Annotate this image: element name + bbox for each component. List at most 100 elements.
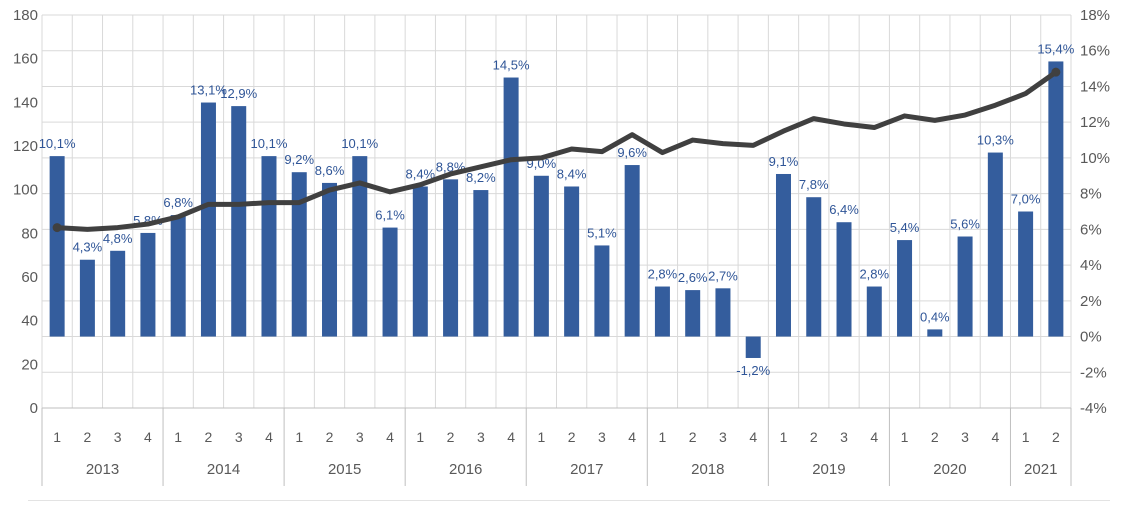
bar-quarter-19 xyxy=(594,245,610,337)
quarter-label: 2 xyxy=(83,429,91,445)
left-axis-tick-label: 180 xyxy=(13,7,38,24)
bar-data-label: 15,4% xyxy=(1037,41,1074,56)
bar-data-label: 10,3% xyxy=(977,133,1014,148)
bar-data-label: 14,5% xyxy=(493,58,530,73)
bar-data-label: 6,4% xyxy=(829,202,859,217)
bar-data-label: 2,8% xyxy=(859,267,889,282)
bar-data-label: 8,4% xyxy=(405,166,435,181)
quarter-label: 4 xyxy=(507,429,515,445)
quarter-label: 3 xyxy=(235,429,243,445)
bar-quarter-34 xyxy=(1048,61,1064,337)
right-axis-tick-label: 6% xyxy=(1080,221,1102,238)
bar-data-label: 9,2% xyxy=(284,152,314,167)
right-axis-tick-label: 0% xyxy=(1080,329,1102,346)
bar-quarter-4 xyxy=(140,232,156,337)
bar-quarter-31 xyxy=(957,236,973,337)
bar-quarter-10 xyxy=(322,182,338,337)
bar-quarter-27 xyxy=(836,222,852,337)
bar-data-label: 10,1% xyxy=(251,136,288,151)
quarter-label: 1 xyxy=(1022,429,1030,445)
left-axis-tick-label: 120 xyxy=(13,138,38,155)
quarter-label: 1 xyxy=(416,429,424,445)
right-axis-tick-label: -2% xyxy=(1080,364,1107,381)
quarter-label: 1 xyxy=(295,429,303,445)
bar-data-label: 2,7% xyxy=(708,268,738,283)
year-label: 2021 xyxy=(1024,461,1057,478)
left-axis-tick-label: 60 xyxy=(21,269,38,286)
quarter-label: 4 xyxy=(386,429,394,445)
quarter-label: 1 xyxy=(780,429,788,445)
quarter-label: 1 xyxy=(174,429,182,445)
quarter-label: 4 xyxy=(870,429,878,445)
bar-quarter-25 xyxy=(775,173,791,337)
quarter-label: 3 xyxy=(356,429,364,445)
year-label: 2020 xyxy=(933,461,966,478)
quarter-label: 2 xyxy=(1052,429,1060,445)
left-axis-tick-label: 140 xyxy=(13,94,38,111)
quarter-label: 3 xyxy=(477,429,485,445)
bar-quarter-9 xyxy=(291,172,307,337)
right-axis-tick-label: 12% xyxy=(1080,114,1110,131)
bar-quarter-11 xyxy=(352,156,368,337)
quarter-label: 2 xyxy=(689,429,697,445)
quarter-label: 2 xyxy=(326,429,334,445)
bar-quarter-16 xyxy=(503,77,519,337)
year-label: 2014 xyxy=(207,461,240,478)
year-label: 2013 xyxy=(86,461,119,478)
bar-data-label: 6,1% xyxy=(375,208,405,223)
bar-quarter-13 xyxy=(412,186,428,337)
quarter-label: 4 xyxy=(628,429,636,445)
quarter-label: 2 xyxy=(568,429,576,445)
quarter-label: 3 xyxy=(598,429,606,445)
year-label: 2017 xyxy=(570,461,603,478)
bar-data-label: 10,1% xyxy=(39,136,76,151)
bar-quarter-28 xyxy=(866,286,882,337)
left-axis-tick-label: 80 xyxy=(21,225,38,242)
right-axis-tick-label: -4% xyxy=(1080,400,1107,417)
quarter-label: 2 xyxy=(447,429,455,445)
year-label: 2016 xyxy=(449,461,482,478)
bar-quarter-23 xyxy=(715,288,731,337)
year-label: 2018 xyxy=(691,461,724,478)
bar-data-label: 9,1% xyxy=(769,154,799,169)
trend-line xyxy=(54,69,1059,232)
left-axis-tick-label: 20 xyxy=(21,356,38,373)
trend-line-start-dot xyxy=(52,223,62,233)
bar-quarter-21 xyxy=(654,286,670,337)
bar-quarter-22 xyxy=(685,290,701,337)
left-axis-tick-label: 0 xyxy=(30,400,38,417)
year-label: 2015 xyxy=(328,461,361,478)
bar-quarter-30 xyxy=(927,329,943,337)
bar-data-label: 4,3% xyxy=(73,240,103,255)
bar-quarter-7 xyxy=(231,106,247,337)
quarter-label: 1 xyxy=(53,429,61,445)
bar-data-label: 5,6% xyxy=(950,217,980,232)
quarter-label: 4 xyxy=(144,429,152,445)
right-axis-tick-label: 14% xyxy=(1080,78,1110,95)
bar-quarter-20 xyxy=(624,165,640,337)
right-axis-tick-label: 16% xyxy=(1080,43,1110,60)
bar-data-label: 7,8% xyxy=(799,177,829,192)
bar-data-label: 8,2% xyxy=(466,170,496,185)
right-axis-tick-label: 2% xyxy=(1080,293,1102,310)
quarter-label: 2 xyxy=(810,429,818,445)
bar-quarter-15 xyxy=(473,190,489,337)
bar-quarter-17 xyxy=(533,175,549,337)
bar-data-label: 2,6% xyxy=(678,270,708,285)
quarter-label: 3 xyxy=(840,429,848,445)
quarter-label: 1 xyxy=(537,429,545,445)
bar-data-label: 8,4% xyxy=(557,166,587,181)
left-axis-tick-label: 40 xyxy=(21,313,38,330)
bar-quarter-6 xyxy=(200,102,216,337)
bar-data-label: -1,2% xyxy=(736,363,770,378)
bar-data-label: 12,9% xyxy=(220,86,257,101)
bar-data-label: 4,8% xyxy=(103,231,133,246)
bar-quarter-14 xyxy=(443,179,459,337)
bar-data-label: 8,6% xyxy=(315,163,345,178)
bar-quarter-24 xyxy=(745,336,761,358)
quarter-label: 1 xyxy=(901,429,909,445)
left-axis-tick-label: 100 xyxy=(13,182,38,199)
bar-data-label: 5,1% xyxy=(587,225,617,240)
bar-quarter-26 xyxy=(806,197,822,337)
